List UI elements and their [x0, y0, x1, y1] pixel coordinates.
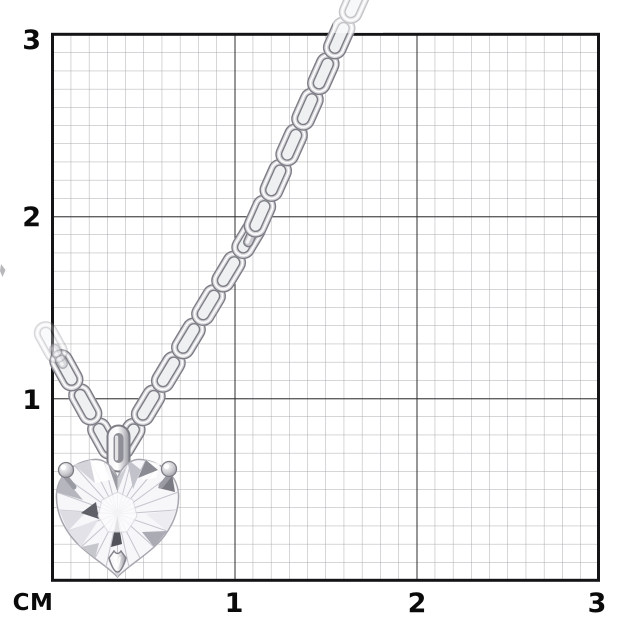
prong-claw-right [158, 473, 172, 489]
x-axis-labels: СМ 1 2 3 [13, 588, 607, 619]
x-tick-3: 3 [588, 588, 607, 619]
x-tick-2: 2 [408, 588, 427, 619]
prong-claw-left [63, 474, 77, 490]
chain-top-fade [333, 0, 383, 33]
grid-border [51, 32, 600, 582]
prong-ball-right [160, 460, 178, 478]
edge-artifact-mark [0, 264, 6, 277]
y-tick-3: 3 [22, 25, 41, 56]
pendant-bail [106, 424, 131, 481]
x-tick-1: 1 [225, 588, 244, 619]
heart-pendant [55, 424, 180, 579]
y-tick-2: 2 [22, 202, 41, 233]
y-axis-labels: 3 2 1 [22, 25, 41, 416]
prong-ball-left-highlight [60, 464, 67, 471]
y-tick-1: 1 [22, 385, 41, 416]
x-axis-unit-label: СМ [13, 590, 54, 616]
necklace [29, 0, 383, 579]
prong-ball-left [57, 461, 75, 479]
prong-claw-bottom [108, 549, 127, 573]
measurement-grid [51, 32, 600, 582]
gem-facet-shading [56, 460, 176, 577]
pendant-prongs [57, 460, 178, 573]
prong-claw-bottom-highlight [114, 556, 121, 567]
prong-ball-right-highlight [163, 463, 170, 470]
pendant-heart-gem [55, 458, 180, 579]
